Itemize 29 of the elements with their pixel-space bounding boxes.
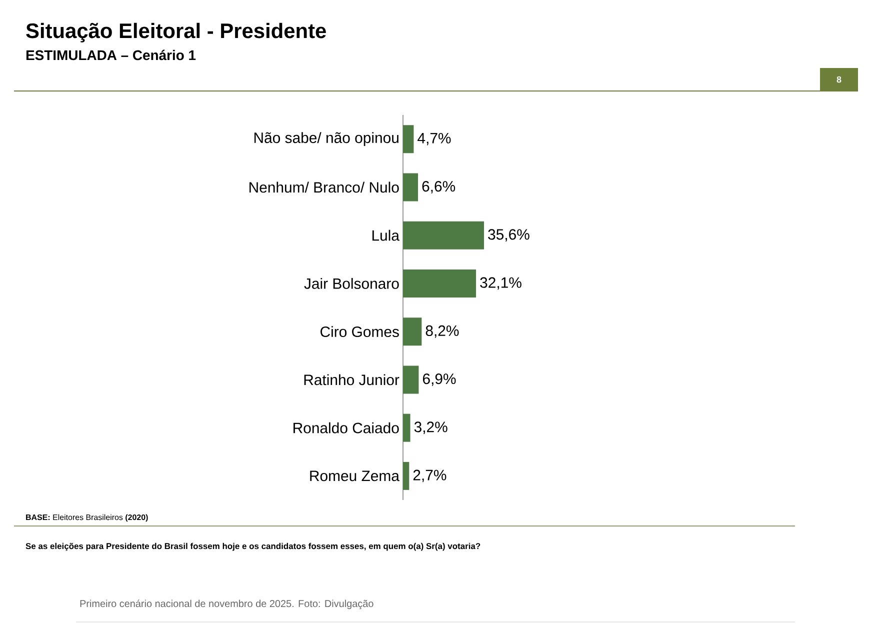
- bar: [403, 462, 410, 490]
- bar: [403, 366, 419, 394]
- data-label: 6,6%: [422, 181, 456, 194]
- data-label: 4,7%: [418, 132, 451, 146]
- y-tick-label: Ronaldo Caiado: [294, 422, 399, 434]
- y-tick-label: Não sabe/ não opinou: [254, 132, 398, 146]
- data-label: 6,9%: [422, 374, 456, 386]
- data-label: 8,2%: [426, 325, 459, 338]
- text: 8: [836, 76, 842, 83]
- bar: [403, 269, 476, 298]
- text: Se as eleições para Presidente do Brasil fossem hoje e os candidatos fossem esses, em quem o(a) Sr(a) votaria?: [26, 542, 480, 551]
- y-tick-label: Nenhum/ Branco/ Nulo: [250, 182, 399, 193]
- y-tick-label: Ratinho Junior: [304, 374, 400, 386]
- data-label: 3,2%: [414, 422, 448, 434]
- y-tick-label: Lula: [372, 230, 400, 241]
- text: ESTIMULADA – Cenário 1: [26, 50, 196, 60]
- text: Primeiro cenário nacional de novembro de 2025. Foto: Divulgação: [80, 600, 374, 610]
- bar: [403, 414, 410, 442]
- data-label: 2,7%: [413, 470, 446, 482]
- data-label: 32,1%: [480, 277, 522, 290]
- y-tick-label: Jair Bolsonaro: [304, 278, 399, 289]
- data-label: 35,6%: [488, 229, 530, 242]
- y-tick-label: Ciro Gomes: [320, 326, 399, 338]
- bar: [403, 221, 484, 250]
- bar: [403, 125, 414, 154]
- text: Situação Eleitoral - Presidente: [26, 22, 326, 42]
- bar: [403, 173, 418, 202]
- y-tick-label: Romeu Zema: [310, 470, 400, 482]
- bar: [403, 318, 422, 346]
